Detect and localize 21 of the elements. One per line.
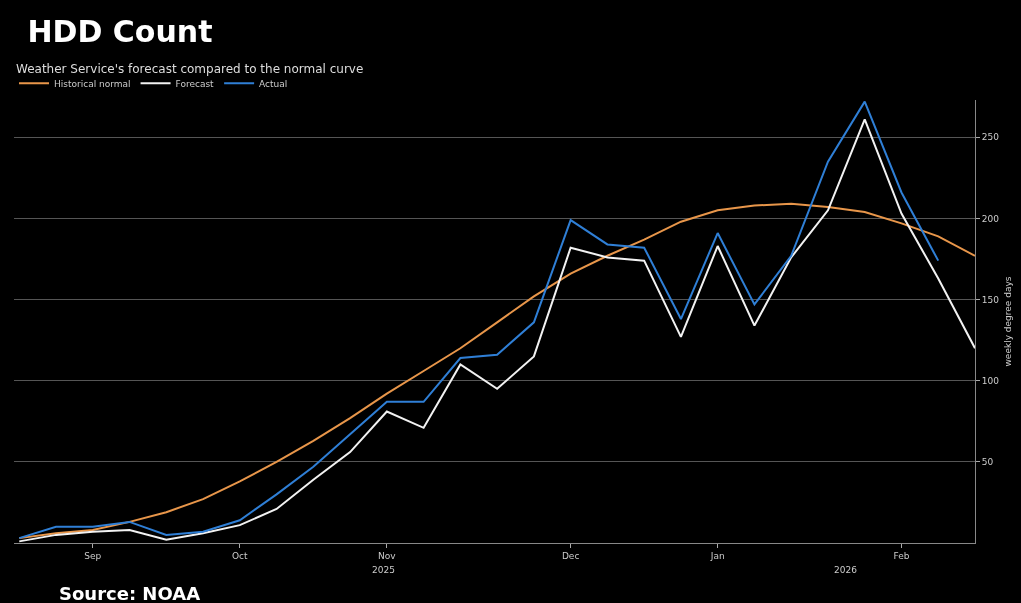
chart-title: HDD Count (27, 14, 213, 50)
x-tick-label: Nov (378, 550, 397, 561)
y-tick-label: 50 (981, 457, 994, 468)
x-tick-label: Dec (561, 550, 580, 561)
y-tick-label: 100 (981, 375, 1000, 386)
legend-label: Historical normal (54, 78, 131, 89)
line-series (18, 202, 975, 540)
text: 2026 (834, 565, 858, 575)
legend-label: Actual (259, 78, 288, 89)
chart-subtitle: Weather Service's forecast compared to the normal curve (16, 62, 364, 76)
legend-label: Forecast (175, 78, 215, 89)
x-tick-label: Jan (709, 550, 725, 561)
x-tick-label: Sep (84, 550, 102, 561)
y-axis-title: weekly degree days (1003, 276, 1014, 367)
y-tick-label: 150 (981, 294, 1000, 305)
y-tick-label: 250 (981, 132, 1000, 143)
y-tick-label: 200 (981, 213, 1000, 224)
source-note: Source: NOAA (59, 583, 201, 603)
x-tick-label: Feb (893, 550, 910, 561)
text: 2025 (372, 565, 395, 575)
x-tick-label: Oct (232, 550, 249, 561)
